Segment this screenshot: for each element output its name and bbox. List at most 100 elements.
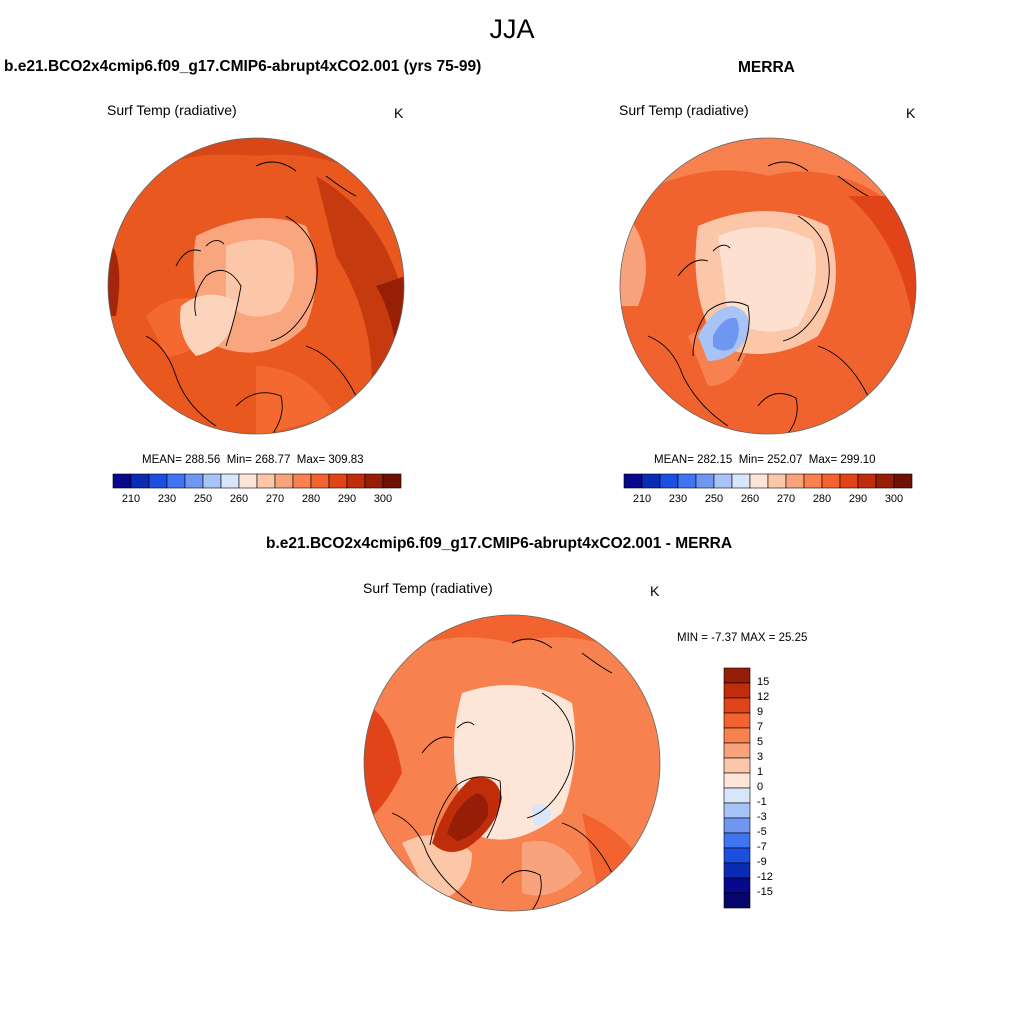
obs-colorbar-swatch	[659, 473, 679, 489]
model-colorbar-tick-label: 210	[121, 493, 141, 505]
model-min-value: 268.77	[255, 454, 291, 466]
obs-colorbar-swatch	[677, 473, 697, 489]
diff-colorbar-tick-label: 5	[757, 736, 764, 748]
model-colorbar-swatch	[166, 473, 186, 489]
diff-colorbar-tick-label: 9	[757, 706, 764, 718]
diff-colorbar-tick-label: -15	[757, 886, 773, 898]
obs-colorbar-swatch	[767, 473, 787, 489]
model-colorbar-tick-label: 290	[337, 493, 357, 505]
diff-colorbar-swatch	[723, 682, 751, 699]
diff-colorbar-swatch	[723, 847, 751, 864]
diff-variable-label: Surf Temp (radiative)	[363, 580, 493, 596]
model-colorbar-swatch	[346, 473, 366, 489]
obs-variable-label: Surf Temp (radiative)	[619, 102, 749, 118]
model-mean-value: 288.56	[185, 454, 221, 466]
diff-colorbar-tick-label: -12	[757, 871, 773, 883]
model-colorbar-swatch	[364, 473, 384, 489]
obs-colorbar-swatch	[893, 473, 913, 489]
season-title: JJA	[489, 14, 535, 44]
obs-colorbar-swatch	[875, 473, 895, 489]
model-colorbar-swatch	[310, 473, 330, 489]
model-max-value: 309.83	[328, 454, 364, 466]
diff-colorbar-swatch	[723, 802, 751, 819]
obs-polar-map	[619, 137, 917, 435]
obs-min-value: 252.07	[767, 454, 803, 466]
obs-colorbar-swatch	[731, 473, 751, 489]
model-colorbar-tick-label: 230	[157, 493, 177, 505]
obs-panel-title: MERRA	[738, 59, 795, 76]
obs-colorbar-tick-label: 260	[740, 493, 760, 505]
diff-colorbar-tick-label: -3	[757, 811, 767, 823]
diff-colorbar-swatch	[723, 757, 751, 774]
model-colorbar-tick-label: 280	[301, 493, 321, 505]
obs-colorbar-swatch	[641, 473, 661, 489]
model-colorbar-swatch	[256, 473, 276, 489]
obs-colorbar-swatch	[821, 473, 841, 489]
obs-colorbar-swatch	[839, 473, 859, 489]
diff-colorbar-tick-label: 3	[757, 751, 764, 763]
model-stats: MEAN= 288.56 Min= 268.77 Max= 309.83	[142, 454, 364, 466]
model-colorbar-tick-label: 270	[265, 493, 285, 505]
obs-mean-value: 282.15	[697, 454, 733, 466]
diff-colorbar-swatch	[723, 712, 751, 729]
model-colorbar-tick-label: 300	[373, 493, 393, 505]
diff-colorbar-tick-label: -5	[757, 826, 767, 838]
diff-polar-map	[363, 614, 661, 912]
diff-colorbar-tick-label: 15	[757, 676, 770, 688]
model-colorbar-tick-label: 250	[193, 493, 213, 505]
obs-colorbar-swatch	[785, 473, 805, 489]
diff-colorbar-swatch	[723, 862, 751, 879]
diff-colorbar-tick-label: 7	[757, 721, 764, 733]
obs-colorbar-swatch	[695, 473, 715, 489]
model-colorbar	[112, 473, 402, 489]
model-colorbar-swatch	[328, 473, 348, 489]
diff-colorbar-tick-label: -9	[757, 856, 767, 868]
obs-colorbar-tick-label: 280	[812, 493, 832, 505]
model-colorbar-tick-label: 260	[229, 493, 249, 505]
diff-panel-title: b.e21.BCO2x4cmip6.f09_g17.CMIP6-abrupt4x…	[266, 535, 733, 552]
diff-colorbar-tick-label: 1	[757, 766, 764, 778]
obs-colorbar-swatch	[857, 473, 877, 489]
diff-colorbar-swatch	[723, 877, 751, 894]
obs-colorbar-swatch	[713, 473, 733, 489]
obs-colorbar-swatch	[623, 473, 643, 489]
model-colorbar-swatch	[112, 473, 132, 489]
obs-colorbar-tick-label: 270	[776, 493, 796, 505]
model-colorbar-swatch	[292, 473, 312, 489]
obs-colorbar-tick-label: 230	[668, 493, 688, 505]
model-variable-label: Surf Temp (radiative)	[107, 102, 237, 118]
obs-colorbar	[623, 473, 913, 489]
model-panel-title: b.e21.BCO2x4cmip6.f09_g17.CMIP6-abrupt4x…	[4, 58, 482, 75]
obs-stats: MEAN= 282.15 Min= 252.07 Max= 299.10	[654, 454, 876, 466]
diff-colorbar-swatch	[723, 697, 751, 714]
model-colorbar-swatch	[148, 473, 168, 489]
model-units-label: K	[394, 105, 404, 121]
model-colorbar-swatch	[202, 473, 222, 489]
model-colorbar-swatch	[130, 473, 150, 489]
diff-units-label: K	[650, 583, 660, 599]
diff-colorbar-swatch	[723, 787, 751, 804]
diff-colorbar-swatch	[723, 817, 751, 834]
obs-colorbar-swatch	[749, 473, 769, 489]
obs-colorbar-tick-label: 290	[848, 493, 868, 505]
obs-colorbar-tick-label: 210	[632, 493, 652, 505]
obs-colorbar-swatch	[803, 473, 823, 489]
diff-colorbar-swatch	[723, 832, 751, 849]
diff-colorbar-tick-label: 0	[757, 781, 764, 793]
diff-colorbar-swatch	[723, 892, 751, 909]
model-colorbar-swatch	[382, 473, 402, 489]
model-colorbar-swatch	[238, 473, 258, 489]
model-colorbar-swatch	[220, 473, 240, 489]
diff-colorbar-swatch	[723, 727, 751, 744]
model-polar-map	[107, 137, 405, 435]
model-colorbar-swatch	[184, 473, 204, 489]
diff-colorbar-swatch	[723, 667, 751, 684]
diff-colorbar-swatch	[723, 772, 751, 789]
obs-max-value: 299.10	[840, 454, 876, 466]
model-colorbar-swatch	[274, 473, 294, 489]
obs-colorbar-tick-label: 250	[704, 493, 724, 505]
diff-colorbar-tick-label: -1	[757, 796, 767, 808]
diff-colorbar-swatch	[723, 742, 751, 759]
obs-colorbar-tick-label: 300	[884, 493, 904, 505]
diff-colorbar-tick-label: 12	[757, 691, 770, 703]
